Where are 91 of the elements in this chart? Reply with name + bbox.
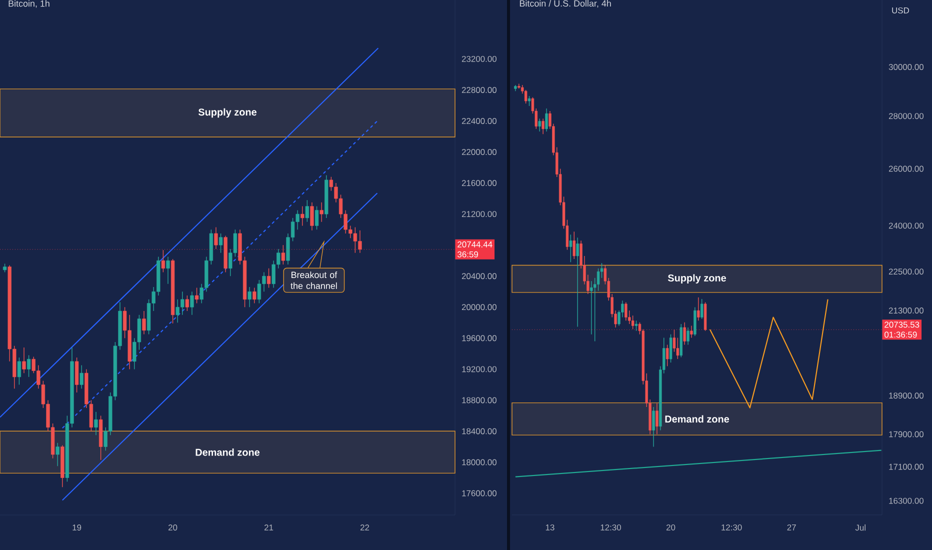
- band-label: Demand zone: [196, 448, 260, 456]
- ref-line-label: 20735.53: [884, 322, 920, 328]
- y-tick-label: 24000.00: [888, 222, 924, 229]
- y-tick-label: 26000.00: [888, 166, 924, 172]
- candlestick: [666, 344, 669, 367]
- candlestick: [80, 364, 84, 389]
- annotation: Breakout of the channel: [290, 271, 338, 290]
- candlestick: [310, 202, 314, 231]
- x-tick-label: 19: [72, 524, 82, 531]
- y-tick-label: 17100.00: [889, 464, 924, 470]
- candlestick: [700, 298, 704, 320]
- y-tick-label: 28000.00: [888, 113, 924, 120]
- band-label: Demand zone: [665, 415, 730, 423]
- y-tick-label: 20000.00: [462, 304, 497, 310]
- x-tick-label: 12:30: [722, 524, 742, 530]
- candlestick: [669, 334, 672, 363]
- y-tick-label: 22500.00: [888, 268, 924, 275]
- y-tick-label: 30000.00: [888, 64, 924, 70]
- candlestick: [17, 357, 22, 386]
- x-tick-label: 12:30: [600, 524, 621, 530]
- candlestick: [694, 306, 696, 336]
- candlestick: [542, 118, 544, 134]
- candlestick: [300, 206, 304, 226]
- candlestick: [538, 118, 541, 132]
- y-tick-label: 23200.00: [462, 56, 497, 62]
- y-tick-label: 21300.00: [888, 308, 924, 314]
- candlestick: [185, 295, 190, 312]
- candlestick: [631, 315, 634, 330]
- y-tick-label: 18900.00: [889, 392, 924, 399]
- candlestick: [320, 202, 324, 222]
- candlestick: [248, 286, 252, 308]
- candlestick: [572, 231, 576, 260]
- x-tick-label: 27: [787, 524, 796, 530]
- y-tick-label: 18000.00: [462, 459, 497, 466]
- band-label: Supply zone: [668, 274, 726, 284]
- candlestick: [94, 411, 98, 436]
- candlestick: [161, 250, 166, 273]
- candlestick: [281, 244, 286, 265]
- y-tick-label: 21600.00: [462, 180, 497, 186]
- chart-title: Bitcoin, 1h: [8, 0, 50, 8]
- chart-title: Bitcoin / U.S. Dollar, 4h: [520, 0, 611, 8]
- y-tick-label: 19200.00: [462, 366, 497, 372]
- text: 36:59: [458, 251, 478, 258]
- candlestick: [697, 296, 700, 321]
- y-tick-label: 19600.00: [462, 335, 497, 342]
- candlestick: [624, 302, 628, 321]
- candlestick: [266, 268, 271, 288]
- candlestick: [314, 206, 319, 230]
- x-tick-label: 20: [168, 524, 178, 531]
- candlestick: [56, 442, 60, 466]
- candlestick: [656, 402, 658, 435]
- candlestick: [26, 354, 31, 378]
- y-tick-label: 16300.00: [889, 498, 924, 504]
- candlestick: [190, 291, 194, 316]
- candlestick: [218, 233, 223, 254]
- candlestick: [686, 327, 690, 346]
- y-tick-label: 22000.00: [462, 149, 497, 156]
- x-tick-label: 22: [360, 524, 370, 530]
- candlestick: [634, 320, 638, 332]
- candlestick: [528, 96, 531, 106]
- x-tick-label: 21: [264, 524, 274, 530]
- y-tick-label: 18800.00: [462, 397, 497, 404]
- candlestick: [142, 310, 146, 335]
- x-tick-label: Jul: [855, 524, 866, 531]
- candlestick: [690, 325, 693, 338]
- y-tick-label: 17900.00: [889, 431, 924, 438]
- candlestick: [305, 200, 310, 222]
- y-tick-label: 18400.00: [462, 428, 497, 434]
- x-tick-label: 20: [666, 524, 676, 530]
- y-axis-title: USD: [892, 7, 909, 14]
- candlestick: [524, 90, 528, 104]
- ref-line-label: 20744.44: [458, 241, 492, 248]
- candlestick: [74, 357, 79, 393]
- candlestick: [214, 226, 218, 250]
- x-tick-label: 13: [546, 524, 554, 530]
- candlestick: [576, 237, 579, 328]
- candlestick: [252, 287, 256, 304]
- candlestick: [22, 347, 26, 374]
- band-label: Supply zone: [198, 108, 256, 118]
- y-tick-label: 20400.00: [462, 273, 497, 280]
- y-tick-label: 22800.00: [462, 86, 497, 93]
- candlestick: [683, 322, 686, 346]
- candlestick: [194, 287, 199, 304]
- candlestick: [569, 234, 572, 263]
- y-tick-label: 22400.00: [462, 118, 497, 124]
- y-tick-label: 21200.00: [462, 211, 497, 218]
- candlestick: [166, 256, 170, 284]
- text: 01:36:59: [884, 332, 917, 338]
- candlestick: [545, 108, 548, 132]
- candlestick: [652, 406, 655, 448]
- y-tick-label: 17600.00: [462, 490, 497, 496]
